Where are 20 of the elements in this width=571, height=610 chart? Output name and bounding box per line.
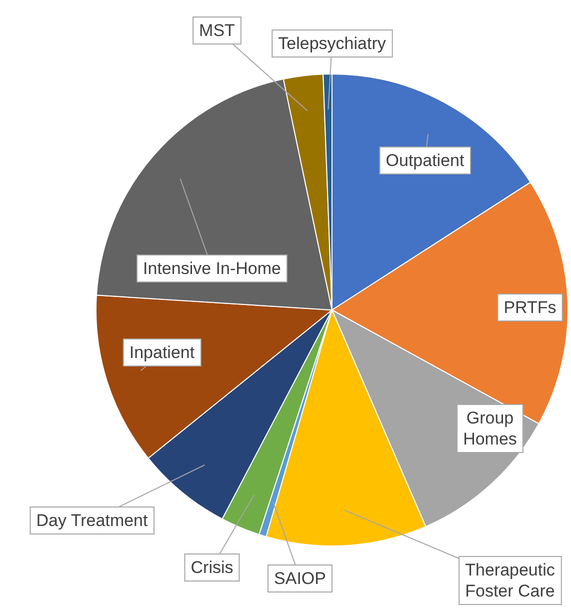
slice-label: Telepsychiatry — [278, 34, 386, 53]
label-callout: Therapeutic Foster Care — [344, 510, 562, 605]
label-callout: Telepsychiatry — [272, 30, 393, 110]
label-callout: Outpatient — [379, 133, 471, 174]
slice-label: Crisis — [190, 558, 234, 577]
slice-label: Day Treatment — [36, 511, 148, 530]
slice-label: PRTFs — [504, 298, 556, 317]
label-callout: Day Treatment — [30, 464, 206, 534]
label-callout: Intensive In-Home — [136, 178, 288, 282]
label-callout: PRTFs — [497, 294, 563, 322]
slice-label: Outpatient — [386, 151, 464, 170]
slice-label: Group Homes — [463, 408, 517, 448]
slice-label: Inpatient — [129, 343, 195, 362]
slice-label: MST — [199, 21, 235, 40]
label-callout: Inpatient — [122, 338, 202, 372]
slice-label: SAIOP — [274, 569, 326, 588]
slice-label: Intensive In-Home — [143, 259, 281, 278]
slice-label: Therapeutic Foster Care — [465, 560, 556, 600]
label-callout: Crisis — [184, 494, 255, 582]
label-callout: SAIOP — [268, 501, 332, 592]
